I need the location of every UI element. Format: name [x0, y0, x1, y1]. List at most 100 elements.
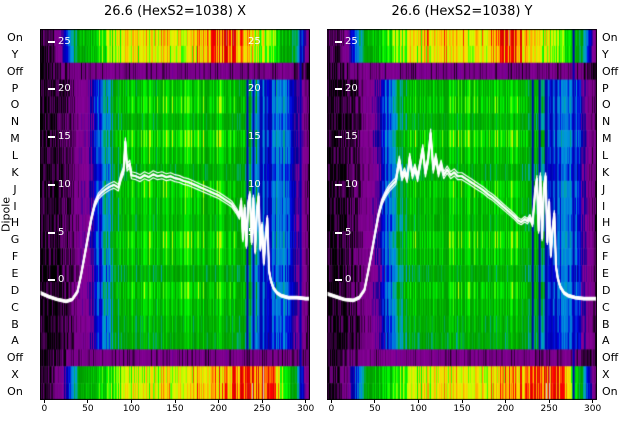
row-label-right: X	[602, 368, 610, 382]
y-tick-label: 15	[345, 131, 358, 143]
y-tick-label: 0	[345, 274, 352, 286]
x-tick-mark	[461, 400, 463, 403]
row-label-left: K	[11, 165, 19, 179]
y-tick-label: 5	[58, 226, 65, 238]
y-tick-label: 10	[345, 178, 358, 190]
panel-title-y: 26.6 (HexS2=1038) Y	[391, 4, 533, 19]
x-tick-label: 0	[328, 404, 335, 414]
row-label-left: On	[7, 385, 23, 399]
y-tick-mark	[335, 40, 342, 43]
row-label-left: N	[10, 115, 20, 129]
y-tick-mark	[48, 231, 55, 234]
row-label-right: B	[602, 317, 610, 331]
y-tick-mark	[335, 136, 342, 139]
heatmap-panel-x	[40, 29, 310, 400]
y-tick-mark	[335, 183, 342, 186]
y-tick-label: 25	[58, 35, 71, 47]
x-tick-label: 50	[82, 404, 94, 414]
x-tick-mark	[43, 400, 45, 403]
x-tick-label: 300	[584, 404, 602, 414]
row-label-right: N	[602, 115, 611, 129]
y-tick-label-right-inner: 25	[248, 35, 261, 47]
x-tick-mark	[87, 400, 89, 403]
x-tick-label: 200	[496, 404, 515, 414]
x-tick-label: 0	[41, 404, 48, 414]
row-label-right: F	[602, 250, 609, 264]
row-label-left: O	[10, 98, 20, 112]
row-label-right: K	[602, 165, 610, 179]
y-tick-label: 10	[58, 178, 71, 190]
x-tick-label: 250	[540, 404, 558, 414]
row-label-left: D	[10, 283, 20, 297]
row-label-left: Off	[6, 351, 24, 365]
row-label-right: On	[602, 385, 618, 399]
row-label-right: E	[602, 267, 609, 281]
y-tick-label: 15	[58, 131, 71, 143]
row-label-right: On	[602, 30, 618, 44]
row-label-right: D	[602, 283, 611, 297]
row-label-left: Y	[11, 47, 19, 61]
x-tick-label: 150	[166, 404, 184, 414]
row-label-left: F	[11, 250, 19, 264]
row-label-left: L	[11, 148, 19, 162]
row-label-left: H	[10, 216, 20, 230]
row-label-left: On	[7, 30, 23, 44]
y-tick-label-right-inner: 5	[248, 226, 255, 238]
row-label-left: C	[11, 300, 19, 314]
y-tick-mark	[48, 136, 55, 139]
y-tick-label: 0	[58, 274, 65, 286]
row-label-right: M	[602, 132, 612, 146]
row-label-right: Off	[602, 351, 619, 365]
x-tick-label: 150	[453, 404, 471, 414]
row-label-right: I	[602, 199, 606, 213]
y-tick-label: 20	[345, 83, 358, 95]
y-tick-mark	[335, 88, 342, 91]
row-label-right: Y	[602, 47, 609, 61]
row-label-right: L	[602, 148, 609, 162]
row-label-right: C	[602, 300, 610, 314]
x-tick-label: 100	[409, 404, 428, 414]
y-tick-label: 25	[345, 35, 358, 47]
x-tick-mark	[174, 400, 176, 403]
x-tick-mark	[330, 400, 332, 403]
y-tick-mark	[48, 88, 55, 91]
y-tick-mark	[48, 279, 55, 282]
row-label-right: O	[602, 98, 611, 112]
row-label-left: J	[13, 182, 17, 196]
x-tick-mark	[218, 400, 220, 403]
row-label-left: M	[10, 132, 20, 146]
y-tick-label: 5	[345, 226, 352, 238]
x-tick-label: 250	[253, 404, 271, 414]
y-tick-mark	[335, 231, 342, 234]
x-tick-mark	[261, 400, 263, 403]
x-tick-mark	[130, 400, 132, 403]
x-tick-label: 200	[209, 404, 228, 414]
row-label-right: A	[602, 334, 610, 348]
row-label-left: I	[13, 199, 17, 213]
y-tick-label-right-inner: 15	[248, 131, 261, 143]
y-tick-label-right-inner: 10	[248, 178, 261, 190]
row-label-left: A	[11, 334, 19, 348]
heatmap-panel-y	[327, 29, 597, 400]
row-label-left: Off	[6, 64, 24, 78]
row-label-left: G	[10, 233, 20, 247]
y-tick-mark	[48, 40, 55, 43]
x-tick-mark	[548, 400, 550, 403]
x-tick-label: 100	[122, 404, 141, 414]
y-tick-label: 20	[58, 83, 71, 95]
row-label-left: X	[11, 368, 19, 382]
x-tick-mark	[505, 400, 507, 403]
x-tick-mark	[417, 400, 419, 403]
x-tick-label: 300	[297, 404, 315, 414]
row-label-right: G	[602, 233, 611, 247]
y-tick-mark	[335, 279, 342, 282]
row-label-left: B	[11, 317, 19, 331]
row-label-left: E	[11, 267, 19, 281]
row-label-right: Off	[602, 64, 619, 78]
x-tick-mark	[592, 400, 594, 403]
row-label-left: P	[11, 81, 19, 95]
row-label-right: P	[602, 81, 609, 95]
x-tick-label: 50	[369, 404, 381, 414]
y-tick-label-right-inner: 20	[248, 83, 261, 95]
